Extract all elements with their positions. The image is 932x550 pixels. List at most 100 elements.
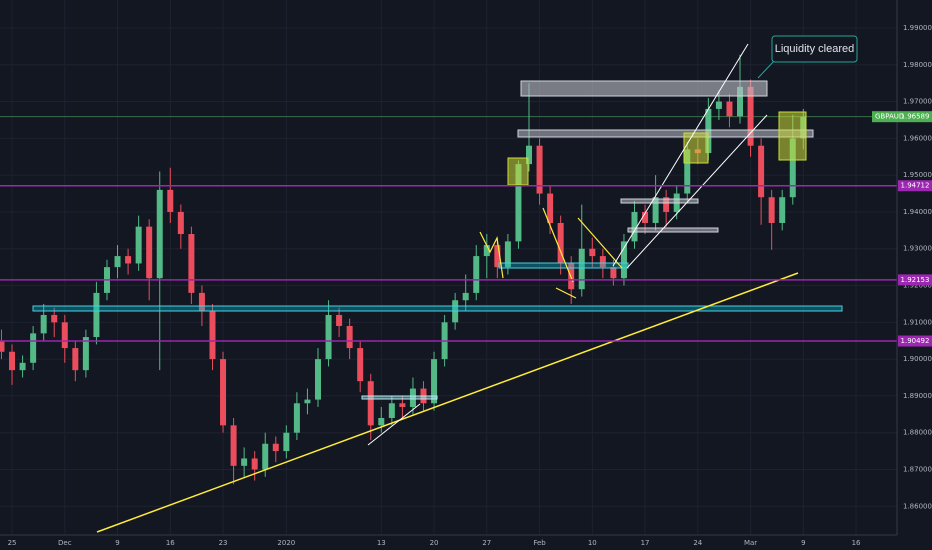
candle-body bbox=[230, 425, 237, 466]
y-tick-label: 1.93000 bbox=[903, 245, 932, 253]
candle-body bbox=[388, 403, 395, 418]
candle-body bbox=[599, 256, 606, 268]
candle-body bbox=[589, 248, 596, 257]
callout-box bbox=[771, 35, 858, 63]
x-tick-label: 20 bbox=[430, 539, 439, 547]
candle-body bbox=[357, 348, 364, 382]
candle-body bbox=[768, 197, 775, 223]
level-label-box bbox=[898, 274, 932, 286]
candle-body bbox=[283, 432, 290, 452]
y-tick-label: 1.98000 bbox=[903, 61, 932, 69]
candle-body bbox=[135, 226, 142, 264]
supply-zone bbox=[520, 80, 768, 97]
pattern-line bbox=[577, 217, 623, 269]
x-tick-label: Mar bbox=[744, 539, 757, 547]
range-zone bbox=[620, 198, 699, 204]
annotation: Liquidity cleared bbox=[775, 43, 855, 55]
x-tick-label: 13 bbox=[377, 539, 386, 547]
trend-line bbox=[367, 403, 421, 446]
y-tick-label: 1.96000 bbox=[903, 134, 932, 142]
y-tick-label: 1.88000 bbox=[903, 429, 932, 437]
x-tick-label: 16 bbox=[166, 539, 175, 547]
x-tick-label: 10 bbox=[588, 539, 597, 547]
candle-body bbox=[620, 241, 627, 279]
candle-body bbox=[72, 348, 79, 371]
y-tick-label: 1.95000 bbox=[903, 171, 932, 179]
candle-body bbox=[251, 458, 258, 470]
candle-body bbox=[557, 222, 564, 264]
candle-body bbox=[610, 267, 617, 279]
candle-body bbox=[325, 314, 332, 360]
candle-body bbox=[663, 197, 670, 212]
highlight-box bbox=[507, 157, 529, 186]
candle-body bbox=[789, 138, 796, 198]
candle-body bbox=[378, 417, 385, 426]
candle-body bbox=[146, 226, 153, 279]
x-tick-label: 23 bbox=[219, 539, 228, 547]
candle-body bbox=[726, 101, 733, 117]
support-zone bbox=[498, 262, 629, 269]
candle-body bbox=[114, 256, 121, 268]
candle-body bbox=[642, 211, 649, 223]
candle-body bbox=[431, 359, 438, 404]
candle-body bbox=[758, 145, 765, 198]
y-tick-label: 1.94000 bbox=[903, 208, 932, 216]
pattern-line bbox=[555, 287, 577, 299]
candle-body bbox=[336, 314, 343, 327]
x-tick-label: 16 bbox=[852, 539, 861, 547]
candle-body bbox=[9, 351, 16, 371]
x-tick-label: 25 bbox=[8, 539, 17, 547]
candle-body bbox=[30, 333, 37, 363]
x-tick-label: 2020 bbox=[277, 539, 295, 547]
candle-body bbox=[125, 256, 132, 264]
candle-body bbox=[177, 211, 184, 235]
level-label: 1.94712 bbox=[901, 182, 930, 190]
trend-line bbox=[96, 272, 799, 533]
y-tick-label: 1.97000 bbox=[903, 98, 932, 106]
y-tick-label: 1.90000 bbox=[903, 355, 932, 363]
range-zone bbox=[627, 227, 719, 233]
candle-body bbox=[346, 326, 353, 349]
candle-body bbox=[304, 399, 311, 404]
candle-body bbox=[156, 189, 163, 279]
candle-body bbox=[209, 311, 216, 360]
y-tick-label: 1.91000 bbox=[903, 318, 932, 326]
range-zone bbox=[361, 395, 438, 400]
level-label-box bbox=[898, 335, 932, 347]
y-tick-label: 1.87000 bbox=[903, 466, 932, 474]
candle-body bbox=[19, 362, 26, 371]
supply-zone bbox=[517, 129, 814, 138]
y-tick-label: 1.99000 bbox=[903, 24, 932, 32]
candle-body bbox=[241, 458, 248, 466]
candle-body bbox=[483, 245, 490, 257]
y-tick-label: 1.89000 bbox=[903, 392, 932, 400]
candle-body bbox=[367, 381, 374, 426]
candle-body bbox=[262, 443, 269, 470]
candle-body bbox=[526, 145, 532, 165]
candle-body bbox=[188, 234, 195, 293]
level-label: 1.92153 bbox=[901, 276, 930, 284]
candle-body bbox=[462, 292, 469, 301]
x-tick-label: 24 bbox=[693, 539, 702, 547]
candle-body bbox=[578, 248, 585, 290]
highlight-box bbox=[778, 111, 807, 161]
candle-body bbox=[547, 193, 554, 223]
x-tick-label: Dec bbox=[58, 539, 72, 547]
pattern-line bbox=[542, 207, 574, 283]
candle-body bbox=[82, 337, 89, 371]
candle-body bbox=[399, 403, 406, 407]
y-tick-label: 1.92000 bbox=[903, 282, 932, 290]
x-tick-label: 17 bbox=[641, 539, 650, 547]
candle-body bbox=[293, 403, 300, 433]
candle-body bbox=[220, 359, 227, 426]
candle-body bbox=[494, 245, 501, 268]
level-label: 1.90492 bbox=[901, 337, 930, 345]
last-price-box bbox=[872, 111, 932, 123]
last-price-label: 1.96589 bbox=[901, 113, 930, 121]
candle-body bbox=[51, 314, 58, 323]
x-tick-label: 9 bbox=[801, 539, 805, 547]
highlight-box bbox=[683, 132, 709, 164]
x-tick-label: 27 bbox=[482, 539, 491, 547]
y-tick-label: 1.86000 bbox=[903, 502, 932, 510]
